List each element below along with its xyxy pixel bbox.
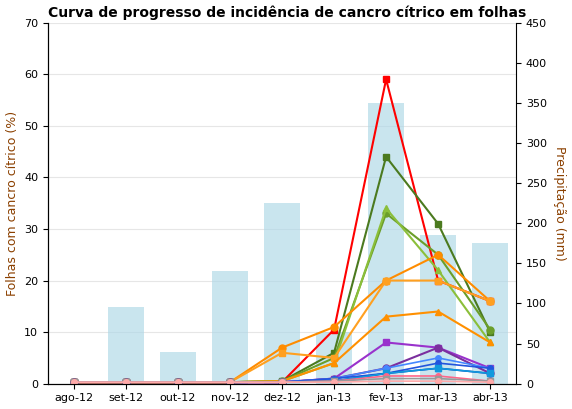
Y-axis label: Folhas com cancro cítrico (%): Folhas com cancro cítrico (%) <box>6 110 18 296</box>
Y-axis label: Precipitação (mm): Precipitação (mm) <box>554 146 566 261</box>
Bar <box>472 243 509 384</box>
Bar <box>108 308 144 384</box>
Bar <box>316 332 352 384</box>
Bar <box>160 352 196 384</box>
Bar <box>212 272 248 384</box>
Text: Curva de progresso de incidência de cancro cítrico em folhas: Curva de progresso de incidência de canc… <box>48 6 526 20</box>
Bar <box>420 235 456 384</box>
Bar <box>368 103 404 384</box>
Bar <box>264 203 300 384</box>
